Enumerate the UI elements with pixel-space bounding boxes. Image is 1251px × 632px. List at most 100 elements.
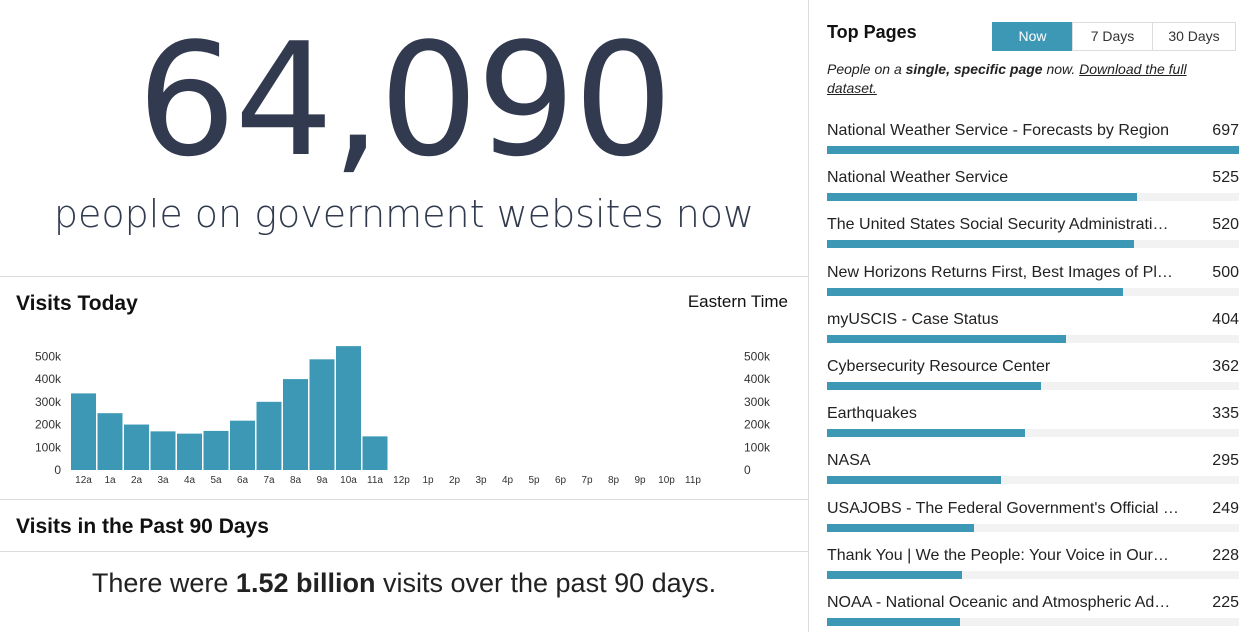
page-name[interactable]: National Weather Service <box>827 169 1009 187</box>
x-tick-label: 1a <box>104 475 116 486</box>
current-visitors-subtitle: people on government websites now <box>53 192 755 236</box>
page-name[interactable]: New Horizons Returns First, Best Images … <box>827 263 1173 281</box>
bar-track <box>827 146 1239 154</box>
page-name[interactable]: Earthquakes <box>827 405 917 423</box>
page-visitors: 225 <box>1212 593 1239 611</box>
list-item[interactable]: New Horizons Returns First, Best Images … <box>827 264 1239 311</box>
page-visitors: 295 <box>1212 452 1239 470</box>
y-tick-label: 500k <box>35 349 62 363</box>
page-name[interactable]: NOAA - National Oceanic and Atmospheric … <box>827 593 1171 611</box>
x-tick-label: 12p <box>393 475 410 486</box>
divider <box>0 499 808 500</box>
visits-90-prefix: There were <box>91 568 236 598</box>
x-tick-label: 11a <box>367 475 383 486</box>
page-visitors: 249 <box>1212 499 1239 517</box>
bar-fill <box>827 570 962 579</box>
x-tick-label: 1p <box>422 475 434 486</box>
page-name[interactable]: myUSCIS - Case Status <box>827 310 999 328</box>
bar-track <box>827 193 1239 202</box>
bar-track <box>827 287 1239 296</box>
y-tick-label: 100k <box>744 440 771 454</box>
x-tick-label: 10a <box>340 475 357 486</box>
chart-bar <box>256 401 282 470</box>
page-visitors: 697 <box>1212 122 1239 139</box>
chart-bar <box>309 359 335 470</box>
y-tick-label: 300k <box>744 395 771 409</box>
bar-fill <box>827 429 1026 438</box>
bar-fill <box>827 146 1239 154</box>
bar-fill <box>827 334 1066 343</box>
x-tick-label: 3a <box>157 475 169 486</box>
page-name[interactable]: NASA <box>827 452 871 470</box>
y-tick-label: 0 <box>744 463 751 477</box>
bar-fill <box>827 523 975 532</box>
bar-track <box>827 334 1239 343</box>
x-tick-label: 12a <box>75 475 92 486</box>
x-tick-label: 9p <box>634 475 646 486</box>
visits-today-chart-svg: 0 0 100k 100k 200k 200k 300k 300k 400k 400k 500k 50… <box>35 346 771 486</box>
page-visitors: 525 <box>1212 169 1239 187</box>
tab-7-days[interactable]: 7 Days <box>1072 22 1153 51</box>
x-tick-label: 6a <box>237 475 249 486</box>
page-name[interactable]: USAJOBS - The Federal Government's Offic… <box>827 499 1179 517</box>
top-pages-list: National Weather Service - Forecasts by … <box>827 122 1239 632</box>
page-name[interactable]: National Weather Service - Forecasts by … <box>827 122 1170 139</box>
visits-today-chart: 0 0 100k 100k 200k 200k 300k 300k 400k 400k 500k 50… <box>0 340 808 490</box>
x-tick-label: 2a <box>131 475 143 486</box>
tab-now[interactable]: Now <box>992 22 1073 51</box>
list-item[interactable]: myUSCIS - Case Status 404 <box>827 311 1239 358</box>
chart-bar <box>97 413 123 470</box>
list-item[interactable]: NASA 295 <box>827 452 1239 499</box>
x-tick-label: 4p <box>502 475 514 486</box>
chart-bar <box>283 379 308 470</box>
chart-bar <box>203 430 229 470</box>
page-visitors: 404 <box>1212 310 1239 328</box>
list-item[interactable]: The United States Social Security Admini… <box>827 216 1239 263</box>
bar-fill <box>827 193 1138 202</box>
page-name[interactable]: Cybersecurity Resource Center <box>827 357 1051 375</box>
divider <box>0 551 808 552</box>
visits-90-title: Visits in the Past 90 Days <box>16 515 269 538</box>
bar-track <box>827 381 1239 390</box>
y-tick-label: 100k <box>35 440 62 454</box>
list-item[interactable]: National Weather Service - Forecasts by … <box>827 122 1239 169</box>
list-item[interactable]: National Weather Service 525 <box>827 169 1239 216</box>
top-pages-description: People on a single, specific page now. D… <box>827 60 1237 98</box>
x-tick-label: 6p <box>555 475 567 486</box>
list-item[interactable]: NOAA - National Oceanic and Atmospheric … <box>827 594 1239 632</box>
download-dataset-link[interactable]: Download the full dataset. <box>827 61 1187 96</box>
y-tick-label: 400k <box>744 372 771 386</box>
y-tick-label: 500k <box>744 349 771 363</box>
page-visitors: 362 <box>1212 357 1239 375</box>
bar-fill <box>827 287 1123 296</box>
x-tick-label: 5a <box>210 475 222 486</box>
page-name[interactable]: Thank You | We the People: Your Voice in… <box>827 546 1169 564</box>
bar-track <box>827 240 1239 249</box>
tab-30-days[interactable]: 30 Days <box>1152 22 1236 51</box>
y-tick-label: 200k <box>744 418 771 432</box>
divider <box>0 276 808 277</box>
timezone-label: Eastern Time <box>687 292 788 311</box>
bar-fill <box>827 617 960 626</box>
x-tick-label: 8a <box>290 475 302 486</box>
y-tick-label: 200k <box>35 418 62 432</box>
page-name[interactable]: The United States Social Security Admini… <box>827 216 1169 234</box>
list-item[interactable]: Thank You | We the People: Your Voice in… <box>827 547 1239 594</box>
y-tick-label: 400k <box>35 372 62 386</box>
desc-pre: People on a <box>827 61 906 77</box>
y-tick-label: 300k <box>35 395 62 409</box>
x-tick-label: 10p <box>658 475 675 486</box>
list-item[interactable]: Cybersecurity Resource Center 362 <box>827 358 1239 405</box>
bar-fill <box>827 240 1135 249</box>
visits-today-title: Visits Today <box>16 292 138 315</box>
list-item[interactable]: USAJOBS - The Federal Government's Offic… <box>827 500 1239 547</box>
list-item[interactable]: Earthquakes 335 <box>827 405 1239 452</box>
top-pages-panel: Top Pages Now 7 Days 30 Days People on a… <box>808 0 1251 632</box>
page-visitors: 228 <box>1212 546 1239 564</box>
visits-90-amount: 1.52 billion <box>235 568 376 598</box>
bar-track <box>827 429 1239 438</box>
x-tick-label: 9a <box>316 475 328 486</box>
bar-fill <box>827 381 1041 390</box>
top-pages-tabs: Now 7 Days 30 Days <box>992 22 1236 51</box>
x-tick-label: 5p <box>528 475 540 486</box>
